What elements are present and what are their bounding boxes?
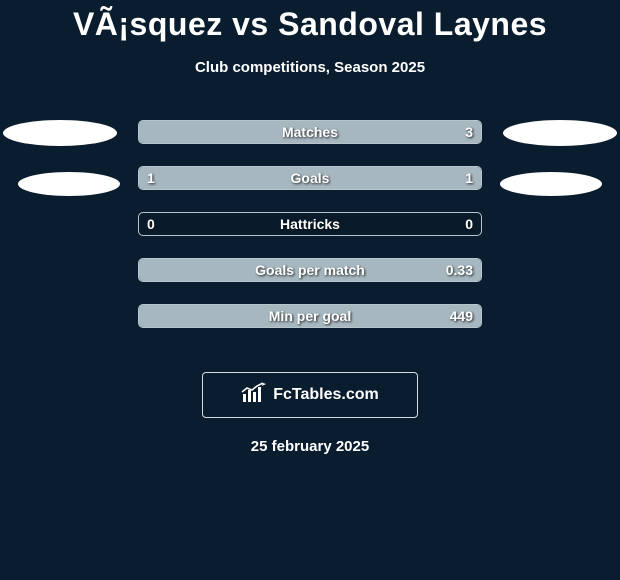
stat-row: Goals per match 0.33	[138, 258, 482, 282]
stat-bar-right	[310, 167, 481, 189]
stat-label: Min per goal	[269, 308, 351, 324]
brand-box: FcTables.com	[202, 372, 418, 418]
player-right-badge-1	[503, 120, 617, 146]
footer-date: 25 february 2025	[0, 438, 620, 455]
stat-value-right: 1	[465, 170, 473, 186]
stat-row: Matches 3	[138, 120, 482, 144]
stat-value-right: 0.33	[446, 262, 473, 278]
stat-value-right: 449	[450, 308, 473, 324]
stat-value-right: 0	[465, 216, 473, 232]
player-right-badge-2	[500, 172, 602, 196]
stat-row: 0 Hattricks 0	[138, 212, 482, 236]
stat-label: Hattricks	[280, 216, 340, 232]
page-title: VÃ¡squez vs Sandoval Laynes	[0, 0, 620, 43]
stat-bar-left	[139, 167, 310, 189]
stat-value-left: 1	[147, 170, 155, 186]
brand-chart-icon	[241, 382, 267, 409]
brand-text: FcTables.com	[273, 386, 379, 404]
stat-row: 1 Goals 1	[138, 166, 482, 190]
stat-rows: Matches 3 1 Goals 1 0 Hattricks 0 Goals …	[138, 120, 482, 328]
stat-row: Min per goal 449	[138, 304, 482, 328]
stat-value-right: 3	[465, 124, 473, 140]
stat-label: Goals	[291, 170, 330, 186]
player-left-badge-1	[3, 120, 117, 146]
comparison-area: Matches 3 1 Goals 1 0 Hattricks 0 Goals …	[0, 120, 620, 340]
stat-label: Goals per match	[255, 262, 365, 278]
stat-label: Matches	[282, 124, 338, 140]
page-subtitle: Club competitions, Season 2025	[0, 59, 620, 76]
player-left-badge-2	[18, 172, 120, 196]
stat-value-left: 0	[147, 216, 155, 232]
